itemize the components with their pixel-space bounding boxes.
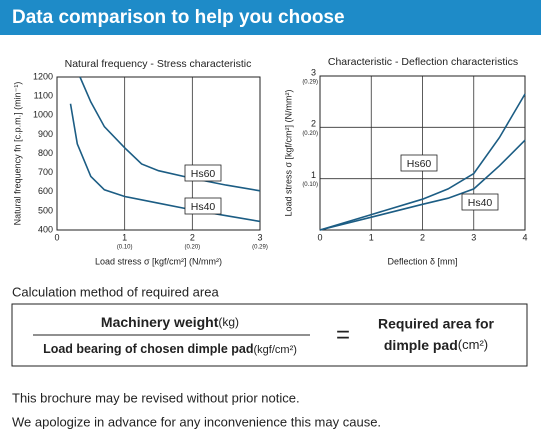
- y-tick-label: 1200: [33, 71, 53, 81]
- note: We apologize in advance for any inconven…: [12, 414, 381, 429]
- header-title: Data comparison to help you choose: [12, 7, 345, 28]
- series-line: [69, 103, 261, 223]
- series-line: [319, 139, 526, 231]
- y-tick-label: 3: [311, 67, 316, 77]
- x-tick-label: 2: [420, 232, 425, 242]
- y-tick-label: 800: [38, 148, 53, 158]
- note: This brochure may be revised without pri…: [12, 390, 300, 405]
- y-tick-label: 1000: [33, 110, 53, 120]
- y-axis-label: Natural frequency fn [c.p.m.] (min⁻¹): [12, 82, 22, 226]
- x-tick-label: 1: [122, 232, 127, 242]
- y-tick-sublabel: (0.10): [302, 182, 318, 188]
- series-label: Hs40: [191, 201, 216, 213]
- y-tick-label: 1100: [34, 91, 53, 101]
- x-tick-label: 0: [54, 232, 59, 242]
- y-tick-label: 1: [311, 170, 316, 180]
- series-label-box: [400, 154, 438, 172]
- x-tick-label: 0: [317, 232, 322, 242]
- chart-title: Characteristic - Deflection characterist…: [328, 56, 518, 68]
- x-tick-label: 4: [522, 232, 527, 242]
- denominator-text: Load bearing of chosen dimple pad: [43, 342, 253, 356]
- x-tick-label: 1: [369, 232, 374, 242]
- y-tick-label: 2: [311, 119, 316, 129]
- y-tick-label: 700: [38, 167, 53, 177]
- header-bar: [0, 0, 541, 35]
- x-axis-label: Load stress σ [kgf/cm²] (N/mm²): [95, 256, 222, 266]
- x-tick-label: 3: [471, 232, 476, 242]
- result-text: dimple pad: [384, 337, 458, 353]
- y-tick-label: 500: [38, 205, 53, 215]
- series-label-box: [461, 193, 499, 211]
- plot-frame: [319, 75, 526, 231]
- calc-heading: Calculation method of required area: [12, 284, 219, 299]
- series-line: [319, 93, 526, 231]
- formula-box: [11, 303, 528, 367]
- x-tick-label: 3: [257, 232, 262, 242]
- result-line1: Required area for: [378, 316, 494, 332]
- numerator-unit: (kg): [218, 315, 239, 329]
- x-tick-sublabel: (0.10): [117, 245, 133, 251]
- numerator-text: Machinery weight: [101, 314, 219, 330]
- y-tick-label: 400: [38, 224, 53, 234]
- x-tick-sublabel: (0.29): [252, 245, 268, 251]
- x-axis-label: Deflection δ [mm]: [387, 256, 457, 266]
- series-label: Hs40: [468, 197, 493, 209]
- numerator: Machinery weight(kg): [101, 314, 239, 330]
- x-tick-sublabel: (0.20): [184, 245, 200, 251]
- series-label-box: [184, 164, 222, 182]
- y-tick-label: 900: [38, 129, 53, 139]
- result-unit: (cm²): [458, 337, 488, 352]
- y-tick-sublabel: (0.20): [302, 131, 318, 137]
- chart-title: Natural frequency - Stress characteristi…: [65, 58, 252, 70]
- y-tick-label: 600: [38, 186, 53, 196]
- series-label-box: [184, 197, 222, 215]
- x-tick-label: 2: [190, 232, 195, 242]
- series-label: Hs60: [191, 168, 216, 180]
- denominator: Load bearing of chosen dimple pad(kgf/cm…: [43, 342, 297, 356]
- series-line: [79, 76, 261, 192]
- result-line2: dimple pad(cm²): [384, 337, 488, 353]
- equals: =: [336, 321, 350, 348]
- y-tick-sublabel: (0.29): [302, 80, 318, 86]
- denominator-unit: (kgf/cm²): [254, 344, 297, 356]
- plot-frame: [56, 76, 261, 231]
- y-axis-label: Load stress σ [kgf/cm²] (N/mm²): [283, 89, 293, 216]
- series-label: Hs60: [407, 158, 432, 170]
